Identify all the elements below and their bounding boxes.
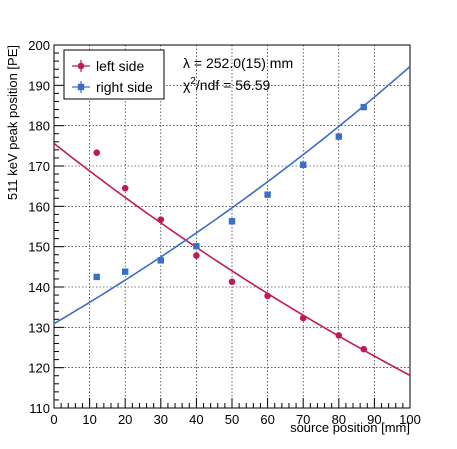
data-point-right-side — [360, 103, 367, 111]
x-tick-label: 20 — [118, 412, 132, 427]
data-point-left-side — [157, 216, 165, 223]
y-tick-label: 120 — [28, 361, 50, 376]
annotation-lambda: λ = 252.0(15) mm — [183, 55, 293, 71]
data-point-right-side — [157, 257, 164, 264]
data-point-right-side — [300, 161, 307, 168]
axis-ticks — [53, 44, 411, 409]
chi-symbol: χ — [183, 77, 191, 93]
y-axis-title: 511 keV peak position [PE] — [5, 45, 20, 200]
data-point-left-side — [228, 278, 236, 286]
legend-label-right-side: right side — [96, 79, 153, 95]
y-tick-label: 170 — [28, 159, 50, 174]
legend-entry-left-side: left side — [72, 58, 144, 74]
legend-marker-square — [77, 83, 85, 91]
x-tick-label: 90 — [367, 412, 381, 427]
data-point-right-side — [93, 273, 100, 281]
chi-rest: /ndf = 56.59 — [196, 77, 271, 93]
legend: left side right side — [63, 49, 165, 100]
chi-superscript: 2 — [190, 76, 196, 87]
data-point-left-side — [360, 345, 368, 353]
data-point-right-side — [122, 268, 129, 275]
legend-marker-circle — [77, 62, 85, 70]
x-tick-label: 100 — [399, 412, 421, 427]
grid-lines — [54, 45, 410, 408]
tick-labels: 0 10 20 30 40 50 60 70 80 90 100 110 120 130 140 150 160… — [28, 38, 421, 427]
y-tick-label: 200 — [28, 38, 50, 53]
y-tick-label: 180 — [28, 119, 50, 134]
data-point-right-side — [193, 243, 200, 250]
data-point-right-side — [228, 218, 236, 225]
data-point-left-side — [93, 149, 101, 156]
y-tick-label: 150 — [28, 240, 50, 255]
data-points — [93, 103, 368, 353]
x-tick-label: 0 — [50, 412, 57, 427]
data-point-left-side — [335, 332, 343, 339]
data-point-left-side — [264, 292, 271, 300]
annotation-chi2: χ2/ndf = 56.59 — [183, 76, 270, 93]
legend-entry-right-side: right side — [72, 79, 153, 95]
data-point-left-side — [299, 314, 307, 322]
y-tick-label: 190 — [28, 78, 50, 93]
fit-curve-right-side — [53, 65, 411, 325]
data-point-right-side — [264, 191, 271, 198]
fit-curve-left-side — [53, 142, 411, 377]
y-tick-label: 110 — [29, 401, 50, 416]
y-tick-label: 140 — [28, 280, 50, 295]
x-tick-label: 30 — [154, 412, 168, 427]
x-tick-label: 70 — [296, 412, 310, 427]
x-tick-label: 10 — [82, 412, 96, 427]
x-tick-label: 40 — [189, 412, 203, 427]
y-tick-label: 160 — [28, 199, 50, 214]
x-tick-label: 80 — [332, 412, 346, 427]
x-axis-title: source position [mm] — [290, 420, 410, 435]
data-point-left-side — [193, 252, 200, 259]
x-tick-label: 50 — [225, 412, 239, 427]
x-tick-label: 60 — [260, 412, 274, 427]
fit-curves — [53, 65, 411, 377]
data-point-right-side — [335, 133, 342, 140]
y-tick-label: 130 — [28, 320, 50, 335]
data-point-left-side — [121, 184, 129, 192]
legend-label-left-side: left side — [96, 58, 144, 74]
